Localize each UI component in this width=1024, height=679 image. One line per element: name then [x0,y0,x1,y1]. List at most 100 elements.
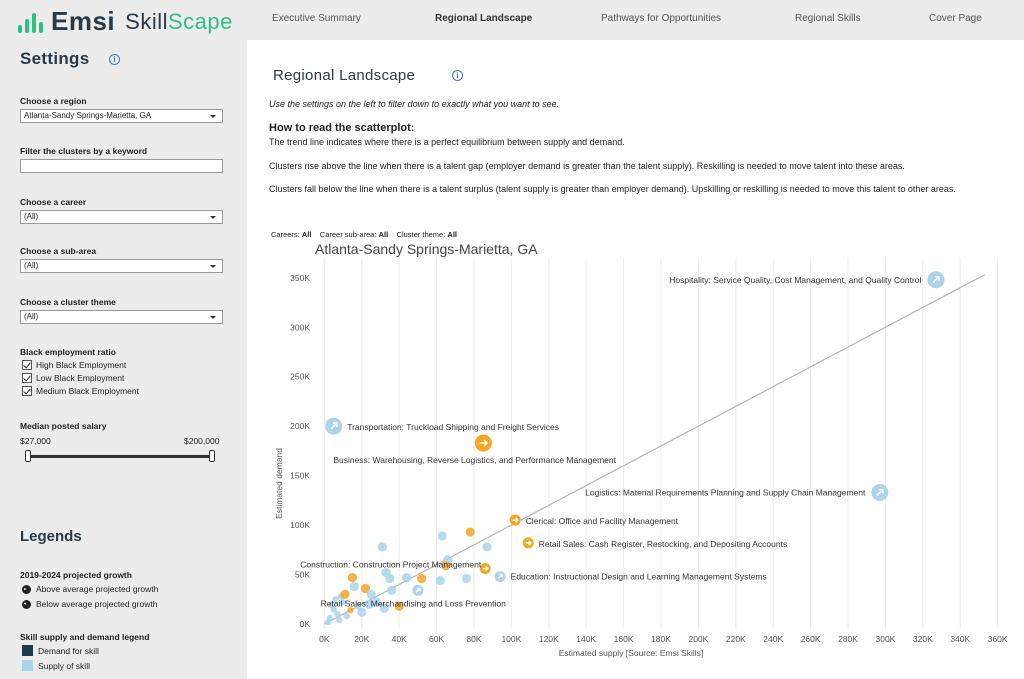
chevron-down-icon [210,115,216,118]
scatter-point [379,603,389,613]
tab-cover-page[interactable]: Cover Page [929,13,982,24]
salary-slider-track[interactable] [28,455,212,458]
y-tick-label: 300K [290,322,310,332]
main-panel: Regional Landscape i Use the settings on… [247,40,1024,679]
checkbox-checked-icon[interactable] [22,386,32,396]
scatter-point [402,572,412,583]
scatter-point [332,596,339,603]
demand-legend: Demand for skill [22,645,99,656]
scatter-point [377,542,387,552]
arrow-glyph [497,573,503,580]
demand-swatch [22,645,33,656]
data-label: Retail Sales: Cash Register, Restocking,… [539,539,788,549]
tab-regional-landscape[interactable]: Regional Landscape [435,13,533,24]
checkbox-checked-icon[interactable] [22,373,32,383]
tab-executive-summary[interactable]: Executive Summary [272,13,361,24]
logo-bars-icon [18,11,43,33]
salary-slider-min-handle[interactable] [25,450,31,462]
scatter-point [360,583,371,594]
scatter-point [324,618,332,626]
top-bar: Emsi SkillScape Executive Summary Region… [0,0,1024,40]
keyword-label: Filter the clusters by a keyword [20,146,148,156]
y-tick-label: 0K [300,619,311,629]
x-tick-label: 100K [501,634,521,644]
y-tick-label: 200K [290,421,310,431]
x-tick-label: 0K [319,634,330,644]
arrow-glyph [876,488,884,497]
scatter-point [482,542,492,552]
arrow-right-circle-icon [479,563,491,575]
arrow-up-right-circle-icon [871,483,889,501]
scatter-point [435,575,445,586]
salary-slider-max-handle[interactable] [209,450,215,462]
scatter-point [339,599,347,606]
settings-sidebar: Settings i Choose a region Atlanta-Sandy… [0,40,240,679]
tab-pathways-for-opportunities[interactable]: Pathways for Opportunities [601,13,722,24]
trend-line-text: The trend line indicates where there is … [269,137,625,147]
theme-select[interactable]: (All) [20,310,223,324]
supply-swatch [22,660,33,671]
data-label: Business: Warehousing, Reverse Logistics… [333,455,616,465]
data-label: Retail Sales: Merchandising and Loss Pre… [321,598,506,608]
checkbox-low-black-employment[interactable]: Low Black Employment [22,373,124,383]
arrow-glyph [479,439,489,447]
scatter-point [336,616,343,624]
x-tick-label: 220K [726,634,746,644]
checkbox-medium-black-employment[interactable]: Medium Black Employment [22,386,139,396]
arrow-down-right-circle-icon [22,599,31,609]
arrow-right-circle-icon [22,584,31,594]
chevron-down-icon [210,316,216,319]
scatter-point [343,612,350,620]
skill-legend-title: Skill supply and demand legend [20,632,150,642]
y-tick-label: 150K [290,471,310,481]
region-select[interactable]: Atlanta-Sandy Springs-Marietta, GA [20,109,223,123]
logo-product: SkillScape [125,8,233,34]
keyword-input[interactable] [20,159,223,173]
arrow-up-right-circle-icon [927,271,945,289]
y-tick-label: 50K [295,570,310,580]
x-tick-label: 140K [576,634,596,644]
scatter-point [357,607,367,617]
tab-regional-skills[interactable]: Regional Skills [795,13,861,24]
growth-legend-title: 2019-2024 projected growth [20,570,132,580]
x-tick-label: 40K [392,634,407,644]
scatter-point [366,589,376,599]
info-icon[interactable]: i [109,54,120,65]
x-tick-label: 200K [688,634,708,644]
x-tick-label: 340K [950,634,970,644]
data-label: Logistics: Material Requirements Plannin… [585,487,866,497]
arrow-right-circle-icon [474,434,492,452]
data-label: Transportation: Truckload Shipping and F… [347,422,559,432]
data-label: Hospitality: Service Quality, Cost Manag… [669,275,921,285]
arrow-glyph [330,422,338,430]
checkbox-high-black-employment[interactable]: High Black Employment [22,360,126,370]
scatter-point [328,601,336,608]
subarea-select[interactable]: (All) [20,259,223,273]
page-title: Regional Landscape [273,67,416,84]
theme-label: Choose a cluster theme [20,297,116,307]
x-tick-label: 160K [614,634,634,644]
scatter-point [417,573,427,584]
growth-above-legend: Above average projected growth [22,584,158,594]
arrow-glyph [415,587,421,593]
chevron-down-icon [210,265,216,268]
scatter-point [387,585,397,596]
career-select[interactable]: (All) [20,210,223,224]
subarea-label: Choose a sub-area [20,246,97,256]
y-tick-label: 100K [290,520,310,530]
logo-brand: Emsi [51,6,116,36]
arrow-glyph [482,566,489,572]
legends-title: Legends [20,528,82,545]
checkbox-checked-icon[interactable] [22,360,32,370]
x-tick-label: 320K [913,634,933,644]
supply-legend: Supply of skill [22,660,90,671]
scatter-point [330,606,337,613]
y-axis-label: Estimated demand [274,448,284,519]
info-icon[interactable]: i [452,70,463,81]
emsi-logo: Emsi SkillScape [18,6,233,37]
x-tick-label: 60K [429,634,444,644]
scatter-point [465,527,475,537]
scatter-point [461,573,472,584]
chart-title: Atlanta-Sandy Springs-Marietta, GA [315,241,538,257]
arrow-glyph [932,275,940,284]
